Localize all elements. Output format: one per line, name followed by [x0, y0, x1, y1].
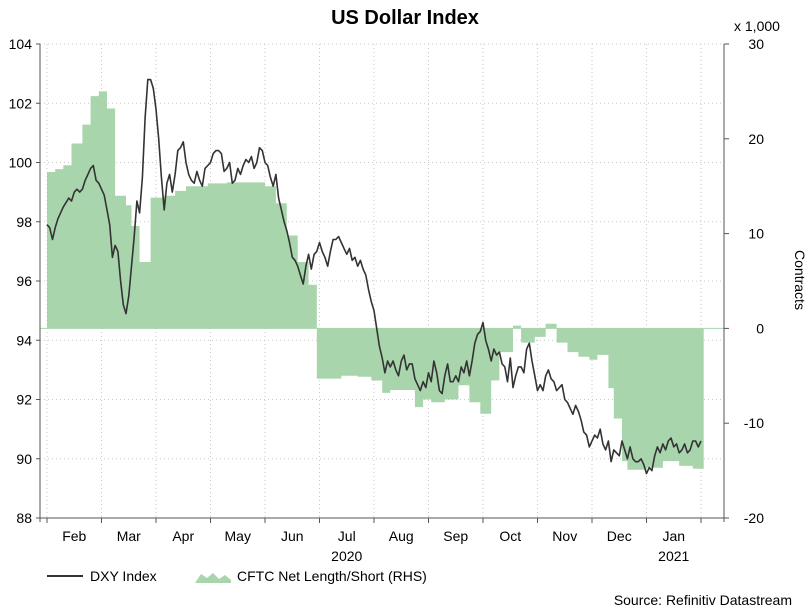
cftc-area-layer: [40, 91, 724, 470]
month-label-jun: Jun: [281, 528, 304, 544]
month-label-apr: Apr: [172, 528, 194, 544]
left-tick-label-8: 104: [9, 36, 33, 52]
right-tick-label-3: 10: [748, 226, 764, 242]
source-note: Source: Refinitiv Datastream: [614, 592, 792, 608]
dxy-line: [46, 78, 702, 475]
right-tick-label-1: -10: [744, 415, 764, 431]
axes: [39, 44, 725, 522]
year-label-2020: 2020: [331, 548, 362, 564]
left-tick-label-7: 102: [9, 95, 33, 111]
right-tick-label-2: 0: [756, 320, 764, 336]
left-tick-label-1: 90: [16, 451, 32, 467]
cftc-area: [47, 91, 704, 470]
left-axis-ticks: 88 90 92 94 96 98 100 102 104: [9, 36, 40, 526]
month-label-jan: Jan: [662, 528, 685, 544]
left-tick-label-6: 100: [9, 155, 33, 171]
month-label-nov: Nov: [552, 528, 577, 544]
right-axis-label: Contracts: [792, 250, 808, 310]
legend-cftc-label: CFTC Net Length/Short (RHS): [237, 568, 427, 584]
legend: DXY Index CFTC Net Length/Short (RHS): [47, 568, 427, 584]
right-tick-label-5: 30: [748, 36, 764, 52]
right-axis-multiplier: x 1,000: [734, 18, 780, 34]
left-tick-label-0: 88: [16, 510, 32, 526]
left-tick-label-2: 92: [16, 392, 32, 408]
right-tick-label-4: 20: [748, 131, 764, 147]
chart-title: US Dollar Index: [331, 7, 479, 29]
right-axis-ticks: -20 -10 0 10 20 30: [724, 36, 764, 526]
year-label-2021: 2021: [658, 548, 689, 564]
right-tick-label-0: -20: [744, 510, 764, 526]
month-label-feb: Feb: [62, 528, 86, 544]
left-tick-label-4: 96: [16, 273, 32, 289]
legend-cftc-swatch: [195, 573, 231, 583]
legend-dxy-label: DXY Index: [90, 568, 157, 584]
month-label-mar: Mar: [117, 528, 141, 544]
month-label-oct: Oct: [499, 528, 521, 544]
month-label-aug: Aug: [389, 528, 414, 544]
left-tick-label-3: 94: [16, 332, 32, 348]
left-tick-label-5: 98: [16, 214, 32, 230]
month-label-may: May: [225, 528, 251, 544]
month-label-dec: Dec: [607, 528, 632, 544]
dxy-line-layer: [46, 78, 702, 475]
month-label-jul: Jul: [338, 528, 356, 544]
x-axis-ticks: Feb Mar Apr May Jun Jul Aug Sep Oct Nov Dec Jan 2020…: [46, 518, 702, 564]
month-label-sep: Sep: [443, 528, 468, 544]
